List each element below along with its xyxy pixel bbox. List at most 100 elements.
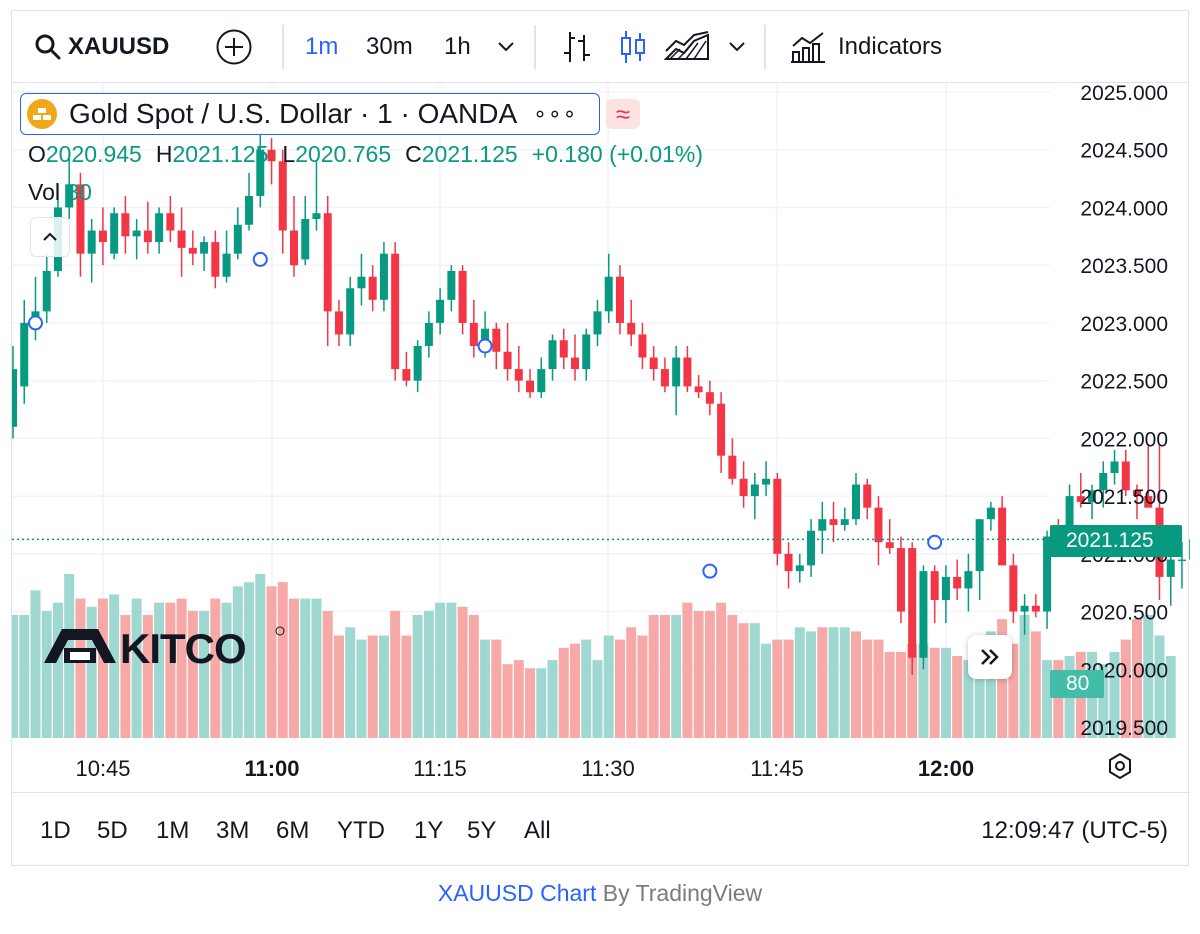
bar-chart-type-button[interactable] [562,11,592,83]
candle-body [784,553,793,572]
candle-body [964,571,973,589]
range-5d[interactable]: 5D [97,817,128,844]
candle-body [177,230,186,248]
range-ytd[interactable]: YTD [337,817,385,844]
volume-bar [963,660,974,738]
volume-bar [839,627,850,738]
candle-body [1031,605,1040,612]
candle-body [155,213,164,243]
area-chart-type-button[interactable] [664,11,710,83]
volume-bar [1098,664,1109,738]
scroll-to-realtime-button[interactable] [968,635,1012,679]
range-1d[interactable]: 1D [40,817,71,844]
collapse-legend-button[interactable] [30,217,70,257]
low-value: 2020.765 [295,141,392,167]
candle-body [941,576,950,600]
volume-bar [221,602,232,738]
volume-bar [199,610,210,738]
candle-body [548,340,557,370]
chart-settings-button[interactable] [1105,751,1135,786]
indicators-icon-button[interactable] [790,11,826,83]
price-tick-label: 2021.500 [1080,486,1168,509]
candle-body [896,548,905,612]
bottom-toolbar: 1D 5D 1M 3M 6M YTD 1Y 5Y All 12:09:47 (U… [12,792,1190,867]
range-all[interactable]: All [524,817,551,844]
interval-1m[interactable]: 1m [305,33,339,60]
candle-body [638,334,647,358]
volume-bar [289,598,299,738]
chart-type-dropdown[interactable] [727,11,747,83]
candle-body [256,149,265,196]
candle-body [200,242,209,254]
range-1y[interactable]: 1Y [414,817,444,844]
timezone-clock[interactable]: 12:09:47 (UTC-5) [981,817,1168,844]
candle-body [571,357,579,370]
volume-bar [333,635,344,738]
range-6m[interactable]: 6M [276,817,310,844]
close-value: 2021.125 [421,141,518,167]
volume-bar [682,602,693,738]
high-key: H [155,141,173,167]
volume-bar [120,615,131,738]
candle-body [649,357,658,370]
event-marker [27,315,43,331]
volume-bar [648,615,659,738]
interval-30m[interactable]: 30m [366,33,413,60]
candle-body [919,571,928,658]
interval-1h[interactable]: 1h [444,33,471,60]
volume-bar [536,668,547,738]
volume-bar [412,615,423,738]
candle-body [1144,496,1153,508]
volume-bar [614,639,625,738]
compare-button[interactable] [215,11,253,83]
volume-value: 80 [66,179,92,205]
candle-body [739,478,748,497]
indicators-button[interactable]: Indicators [838,33,943,60]
volume-bar [423,610,434,738]
volume-bar [738,623,749,738]
range-5y[interactable]: 5Y [467,817,497,844]
candle-body [346,288,355,335]
chevron-up-icon [43,232,57,241]
candle-body [143,230,152,243]
volume-bar [581,639,592,738]
candle-body [627,322,636,335]
interval-dropdown[interactable] [496,11,516,83]
volume-bar [109,594,120,738]
symbol-legend[interactable]: Gold Spot / U.S. Dollar · 1 · OANDA ∘∘∘ [20,93,600,135]
event-markers [27,251,943,579]
volume-bar [390,610,401,738]
volume-bar [41,610,52,738]
attribution-symbol[interactable]: XAUUSD Chart [437,880,597,906]
volume-bar [480,639,491,738]
candle-body [1121,461,1130,491]
volume-bar [457,606,468,738]
time-tick-label: 11:15 [413,756,466,781]
event-marker [477,338,493,354]
candle-chart-type-button[interactable] [618,11,648,83]
tradingview-attribution[interactable]: XAUUSD Chart By TradingView [0,880,1200,907]
volume-bar [513,660,524,738]
candle-body [1009,565,1018,612]
low-key: L [282,141,296,167]
volume-bar [142,615,153,738]
candle-body [750,484,759,497]
range-1m[interactable]: 1M [156,817,190,844]
range-3m[interactable]: 3M [216,817,250,844]
symbol-search[interactable]: XAUUSD [34,11,169,83]
candle-body [76,184,85,254]
candle-body [233,224,242,254]
volume-bar [356,639,367,738]
more-options-icon[interactable]: ∘∘∘ [533,101,578,126]
volume-bar [1132,619,1142,738]
market-status-badge[interactable]: ≈ [606,99,640,129]
candle-body [1166,559,1175,577]
candle-body [424,322,433,346]
candle-body [166,213,175,231]
candle-body [705,392,714,404]
volume-key: Vol [28,179,60,205]
volume-bar [952,656,963,738]
price-tick-label: 2023.000 [1080,313,1168,336]
candle-body [1189,539,1190,560]
candle-body [728,455,737,479]
